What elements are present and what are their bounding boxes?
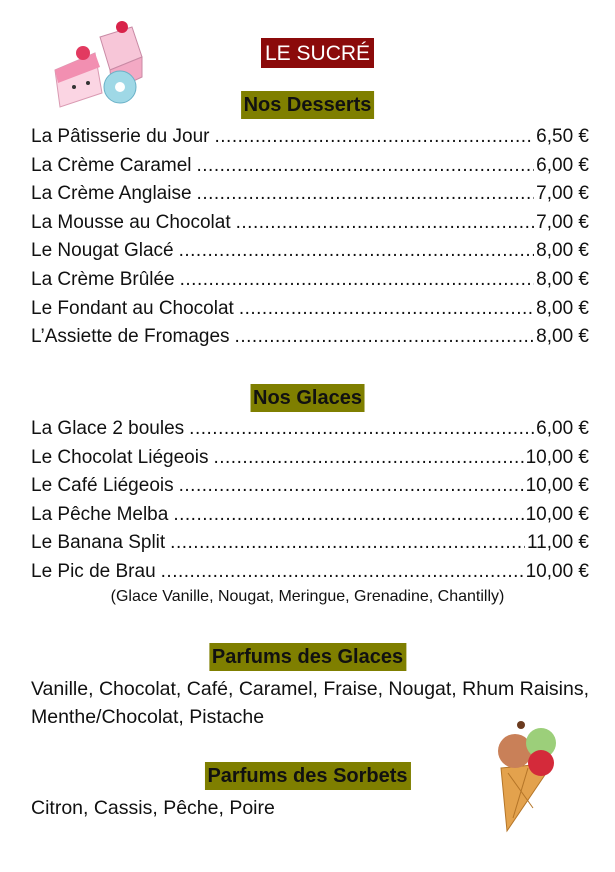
- item-price: 8,00 €: [536, 240, 589, 262]
- item-name: Le Chocolat Liégeois: [31, 446, 209, 468]
- menu-item: Le Café Liégeois 10,00 €: [31, 472, 589, 501]
- item-name: La Crème Brûlée: [31, 268, 175, 290]
- menu-item: La Pêche Melba 10,00 €: [31, 501, 589, 530]
- dot-leader: [197, 152, 535, 181]
- parfums-sorbets-heading: Parfums des Sorbets: [204, 762, 411, 790]
- parfums-glaces-heading: Parfums des Glaces: [208, 643, 407, 671]
- item-name: Le Nougat Glacé: [31, 240, 174, 262]
- item-name: Le Banana Split: [31, 532, 166, 554]
- dot-leader: [235, 323, 535, 352]
- menu-item: Le Banana Split 11,00 €: [31, 529, 589, 558]
- pic-de-brau-note: (Glace Vanille, Nougat, Meringue, Grenad…: [110, 588, 505, 605]
- item-name: L’Assiette de Fromages: [31, 326, 230, 348]
- item-price: 10,00 €: [525, 475, 589, 497]
- glaces-heading: Nos Glaces: [250, 384, 365, 412]
- menu-item: Le Nougat Glacé 8,00 €: [31, 237, 589, 266]
- dot-leader: [236, 209, 535, 238]
- dot-leader: [179, 237, 535, 266]
- menu-item: La Pâtisserie du Jour 6,50 €: [31, 123, 589, 152]
- item-price: 7,00 €: [536, 211, 589, 233]
- item-name: La Crème Caramel: [31, 154, 192, 176]
- menu-item: La Glace 2 boules 6,00 €: [31, 415, 589, 444]
- dot-leader: [197, 180, 535, 209]
- item-price: 10,00 €: [525, 560, 589, 582]
- item-price: 6,00 €: [536, 154, 589, 176]
- item-price: 6,50 €: [536, 126, 589, 147]
- item-price: 11,00 €: [527, 532, 589, 554]
- menu-item: La Crème Brûlée 8,00 €: [31, 266, 589, 295]
- dot-leader: [179, 472, 524, 501]
- dot-leader: [189, 415, 534, 444]
- menu-item: L’Assiette de Fromages 8,00 €: [31, 323, 589, 352]
- desserts-list: La Pâtisserie du Jour 6,50 € La Crème Cara…: [31, 123, 589, 352]
- item-price: 8,00 €: [536, 326, 589, 348]
- item-price: 7,00 €: [536, 183, 589, 205]
- item-price: 6,00 €: [536, 418, 589, 439]
- item-name: La Pêche Melba: [31, 503, 169, 525]
- item-name: Le Café Liégeois: [31, 475, 174, 497]
- menu-item: La Mousse au Chocolat 7,00 €: [31, 209, 589, 238]
- dot-leader: [239, 295, 534, 324]
- desserts-heading: Nos Desserts: [240, 91, 375, 119]
- page-title: LE SUCRÉ: [261, 38, 375, 68]
- parfums-sorbets-text: Citron, Cassis, Pêche, Poire: [31, 797, 275, 819]
- menu-item: Le Chocolat Liégeois 10,00 €: [31, 444, 589, 473]
- glaces-list: La Glace 2 boules 6,00 € Le Chocolat Liége…: [31, 415, 589, 587]
- cakes-illustration-icon: [54, 21, 143, 108]
- item-name: La Crème Anglaise: [31, 183, 192, 205]
- dot-leader: [215, 123, 535, 152]
- dot-leader: [180, 266, 535, 295]
- item-price: 8,00 €: [536, 268, 589, 290]
- dot-leader: [161, 558, 524, 587]
- dot-leader: [173, 501, 523, 530]
- item-price: 8,00 €: [536, 297, 589, 319]
- item-name: La Glace 2 boules: [31, 418, 185, 439]
- dot-leader: [170, 529, 525, 558]
- item-price: 10,00 €: [525, 446, 589, 468]
- menu-item: La Crème Caramel 6,00 €: [31, 152, 589, 181]
- item-name: Le Pic de Brau: [31, 560, 156, 582]
- menu-item: Le Pic de Brau 10,00 €: [31, 558, 589, 587]
- menu-item: La Crème Anglaise 7,00 €: [31, 180, 589, 209]
- menu-item: Le Fondant au Chocolat 8,00 €: [31, 295, 589, 324]
- item-name: La Mousse au Chocolat: [31, 211, 231, 233]
- item-price: 10,00 €: [525, 503, 589, 525]
- item-name: La Pâtisserie du Jour: [31, 126, 210, 147]
- ice-cream-cone-icon: [498, 721, 556, 833]
- parfums-glaces-text: Vanille, Chocolat, Café, Caramel, Fraise…: [31, 678, 589, 728]
- dot-leader: [213, 444, 523, 473]
- item-name: Le Fondant au Chocolat: [31, 297, 234, 319]
